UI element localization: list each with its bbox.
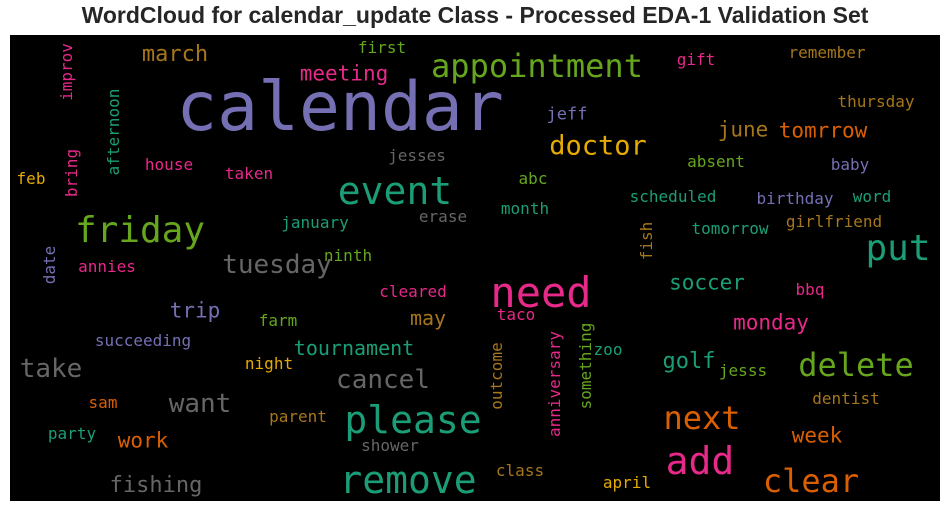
word-absent: absent <box>687 152 745 171</box>
word-fishing: fishing <box>109 473 203 498</box>
word-party: party <box>47 424 97 443</box>
word-house: house <box>144 155 194 174</box>
word-class: class <box>495 461 545 480</box>
word-jeff: jeff <box>546 104 588 125</box>
word-soccer: soccer <box>669 270 745 295</box>
word-monday: monday <box>733 310 809 335</box>
word-parent: parent <box>269 407 327 426</box>
word-outcome: outcome <box>487 342 506 410</box>
word-succeeding: succeeding <box>94 331 192 350</box>
word-jesses: jesses <box>388 146 446 165</box>
word-anniversary: anniversary <box>545 331 564 437</box>
word-afternoon: afternoon <box>104 88 123 176</box>
word-gift: gift <box>676 50 716 69</box>
word-shower: shower <box>361 436 419 455</box>
word-farm: farm <box>258 311 298 330</box>
word-remember: remember <box>788 43 866 62</box>
word-word: word <box>852 187 892 206</box>
word-tomrrow: tomrrow <box>778 118 868 143</box>
word-april: april <box>602 473 652 492</box>
word-cleared: cleared <box>379 282 447 301</box>
word-bring: bring <box>62 148 81 198</box>
word-cloud: calendar appointment event friday need p… <box>10 35 940 501</box>
word-fish: fish <box>637 221 656 261</box>
word-improv: improv <box>57 43 76 101</box>
word-trip: trip <box>169 298 221 323</box>
word-night: night <box>244 354 294 373</box>
word-need: need <box>490 268 592 317</box>
word-tuesday: tuesday <box>222 250 332 280</box>
word-calendar: calendar <box>176 68 504 147</box>
word-something: something <box>576 322 595 410</box>
word-week: week <box>791 423 843 448</box>
word-abc: abc <box>518 169 548 188</box>
word-take: take <box>19 354 83 384</box>
word-date: date <box>40 245 59 285</box>
word-month: month <box>500 199 550 218</box>
word-bbq: bbq <box>795 280 825 299</box>
word-zoo: zoo <box>593 340 623 359</box>
word-ninth: ninth <box>323 246 373 265</box>
word-taken: taken <box>224 164 274 183</box>
word-sam: sam <box>88 393 118 412</box>
word-golf: golf <box>662 349 716 374</box>
word-event: event <box>337 169 453 213</box>
word-add: add <box>665 439 735 483</box>
word-girlfriend: girlfriend <box>785 212 883 231</box>
page-title: WordCloud for calendar_update Class - Pr… <box>81 2 869 28</box>
word-feb: feb <box>16 169 46 188</box>
word-work: work <box>117 428 169 453</box>
word-tomorrow: tomorrow <box>691 219 769 238</box>
word-taco: taco <box>496 305 536 324</box>
word-next: next <box>663 399 741 437</box>
word-erase: erase <box>418 207 468 226</box>
word-annies: annies <box>78 257 136 276</box>
word-january: january <box>281 213 349 232</box>
word-scheduled: scheduled <box>629 187 717 206</box>
word-may: may <box>409 306 447 330</box>
word-remove: remove <box>339 458 477 501</box>
word-clear: clear <box>762 462 860 500</box>
word-cancel: cancel <box>336 365 430 395</box>
word-put: put <box>865 228 931 269</box>
word-tournament: tournament <box>293 336 415 360</box>
word-june: june <box>717 117 769 142</box>
word-dentist: dentist <box>812 389 880 408</box>
word-birthday: birthday <box>756 189 834 208</box>
word-meeting: meeting <box>299 61 389 86</box>
word-thursday: thursday <box>837 92 915 111</box>
word-please: please <box>344 398 482 442</box>
word-want: want <box>168 389 232 419</box>
word-doctor: doctor <box>549 130 647 162</box>
word-march: march <box>141 42 209 67</box>
word-baby: baby <box>830 155 870 174</box>
word-delete: delete <box>798 346 914 384</box>
word-jesss: jesss <box>718 361 768 380</box>
word-appointment: appointment <box>431 47 643 85</box>
word-friday: friday <box>74 210 206 251</box>
word-first: first <box>357 38 407 57</box>
